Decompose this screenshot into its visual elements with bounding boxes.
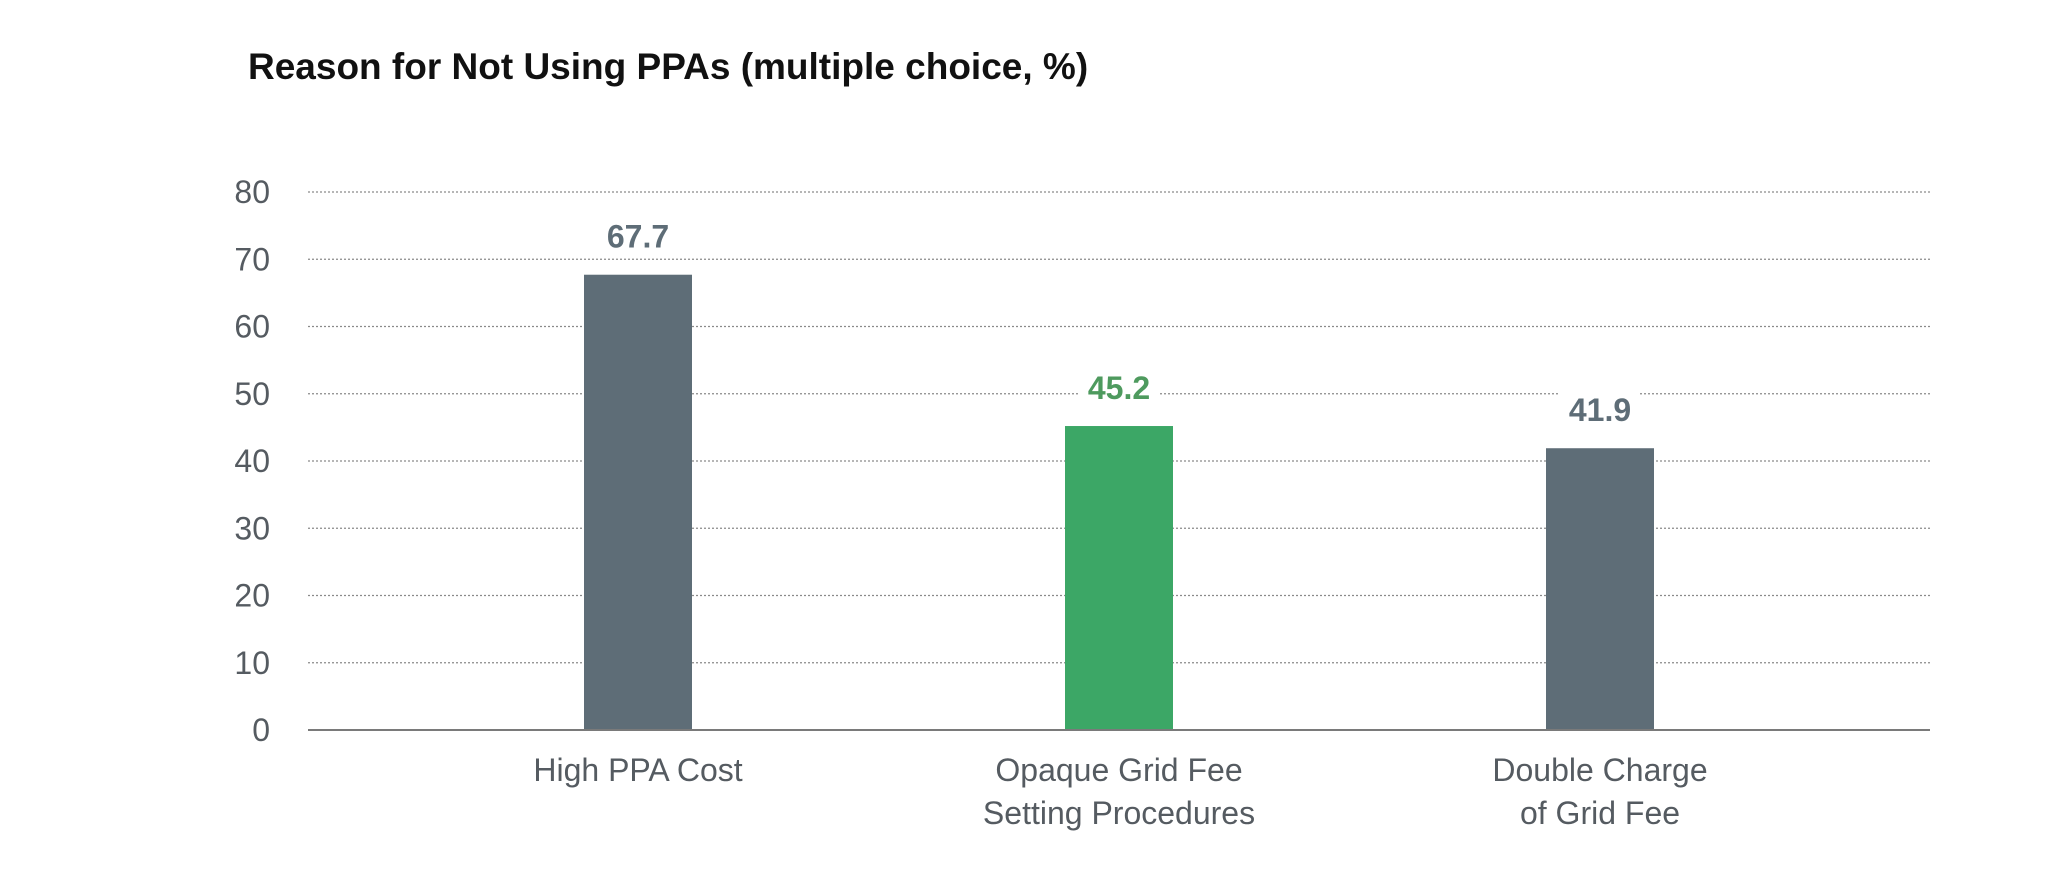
bar (584, 274, 692, 730)
bars (584, 274, 1654, 730)
x-tick-label: Setting Procedures (983, 795, 1255, 831)
x-tick-label: Double Charge (1492, 752, 1707, 788)
data-label-background (1560, 388, 1640, 431)
y-tick-label: 70 (234, 241, 270, 277)
y-tick-label: 10 (234, 645, 270, 681)
data-label-background (598, 214, 678, 257)
x-tick-label: High PPA Cost (533, 752, 742, 788)
y-tick-label: 0 (252, 712, 270, 748)
y-tick-label: 40 (234, 443, 270, 479)
data-label: 67.7 (607, 219, 669, 255)
chart-title: Reason for Not Using PPAs (multiple choi… (248, 46, 1088, 87)
y-tick-label: 20 (234, 578, 270, 614)
data-label: 45.2 (1088, 370, 1150, 406)
data-label-background (1079, 366, 1159, 409)
bar (1546, 448, 1654, 730)
y-tick-label: 50 (234, 376, 270, 412)
data-label: 41.9 (1569, 392, 1631, 428)
y-axis-ticks: 0 10 20 30 40 50 60 70 80 (234, 174, 270, 748)
y-tick-label: 60 (234, 309, 270, 345)
x-tick-label: of Grid Fee (1520, 795, 1680, 831)
y-tick-label: 30 (234, 510, 270, 546)
y-tick-label: 80 (234, 174, 270, 210)
bar (1065, 426, 1173, 730)
data-labels: 67.7 45.2 41.9 (598, 214, 1640, 431)
x-axis-ticks: High PPA Cost Opaque Grid Fee Setting Proc… (533, 752, 1707, 831)
x-tick-label: Opaque Grid Fee (995, 752, 1242, 788)
